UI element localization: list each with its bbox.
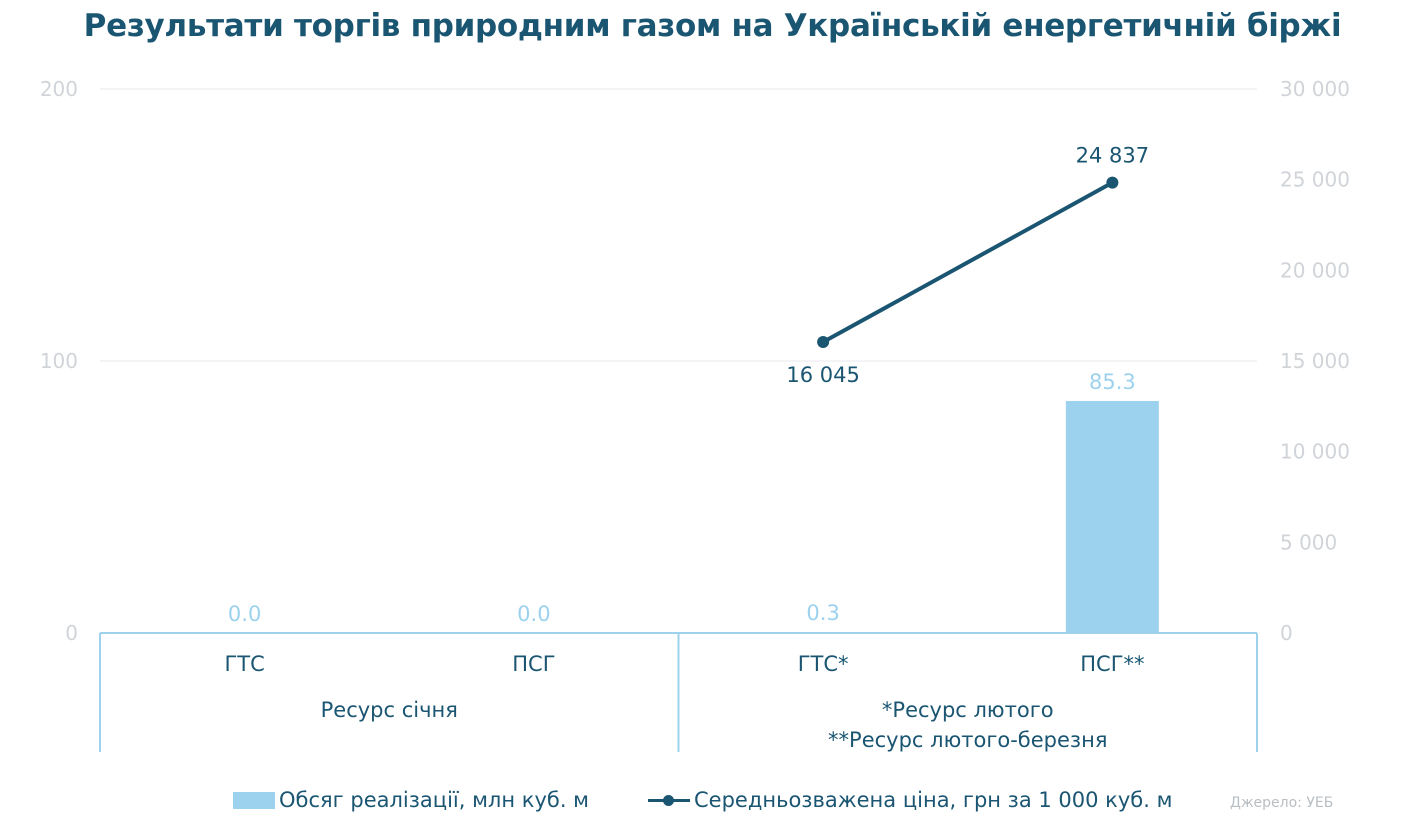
legend-swatch-bar (233, 791, 275, 809)
x-tick-label: ГТС (224, 652, 264, 676)
y-right-tick-label: 15 000 (1280, 349, 1350, 373)
y-right-tick-label: 30 000 (1280, 77, 1350, 101)
legend-label-volume: Обсяг реалізації, млн куб. м (279, 788, 590, 812)
y-right-tick-label: 10 000 (1280, 440, 1350, 464)
y-right-tick-label: 20 000 (1280, 258, 1350, 282)
bar-data-label: 0.0 (517, 602, 550, 626)
y-left-tick-label: 200 (40, 77, 78, 101)
y-right-tick-label: 25 000 (1280, 168, 1350, 192)
y-left-tick-label: 0 (65, 621, 78, 645)
x-tick-label: ГТС* (798, 652, 849, 676)
y-left-tick-label: 100 (40, 349, 78, 373)
group-label: Ресурс січня (321, 698, 458, 722)
legend: Обсяг реалізації, млн куб. м Середньозва… (0, 788, 1425, 818)
x-tick-label: ПСГ (512, 652, 555, 676)
x-tick-label: ПСГ** (1080, 652, 1144, 676)
legend-item-volume: Обсяг реалізації, млн куб. м (233, 788, 589, 812)
price-data-label: 24 837 (1076, 144, 1149, 168)
bar-data-label: 0.3 (806, 601, 839, 625)
price-point (1106, 176, 1119, 189)
legend-item-price: Середньозважена ціна, грн за 1 000 куб. … (648, 788, 1172, 812)
price-data-label: 16 045 (786, 363, 859, 387)
bar-4 (1065, 400, 1159, 633)
group-label: **Ресурс лютого-березня (828, 728, 1107, 752)
bar-data-label: 0.0 (228, 602, 261, 626)
legend-swatch-line (648, 792, 690, 809)
price-point (817, 336, 830, 349)
y-right-tick-label: 0 (1280, 621, 1293, 645)
source-note: Джерело: УЕБ (1230, 795, 1334, 811)
price-line (822, 180, 1114, 344)
y-right-tick-label: 5 000 (1280, 530, 1337, 554)
legend-label-price: Середньозважена ціна, грн за 1 000 куб. … (694, 788, 1173, 812)
chart-title: Результати торгів природним газом на Укр… (83, 8, 1342, 44)
group-label: *Ресурс лютого (882, 698, 1054, 722)
bar-data-label: 85.3 (1089, 370, 1136, 394)
